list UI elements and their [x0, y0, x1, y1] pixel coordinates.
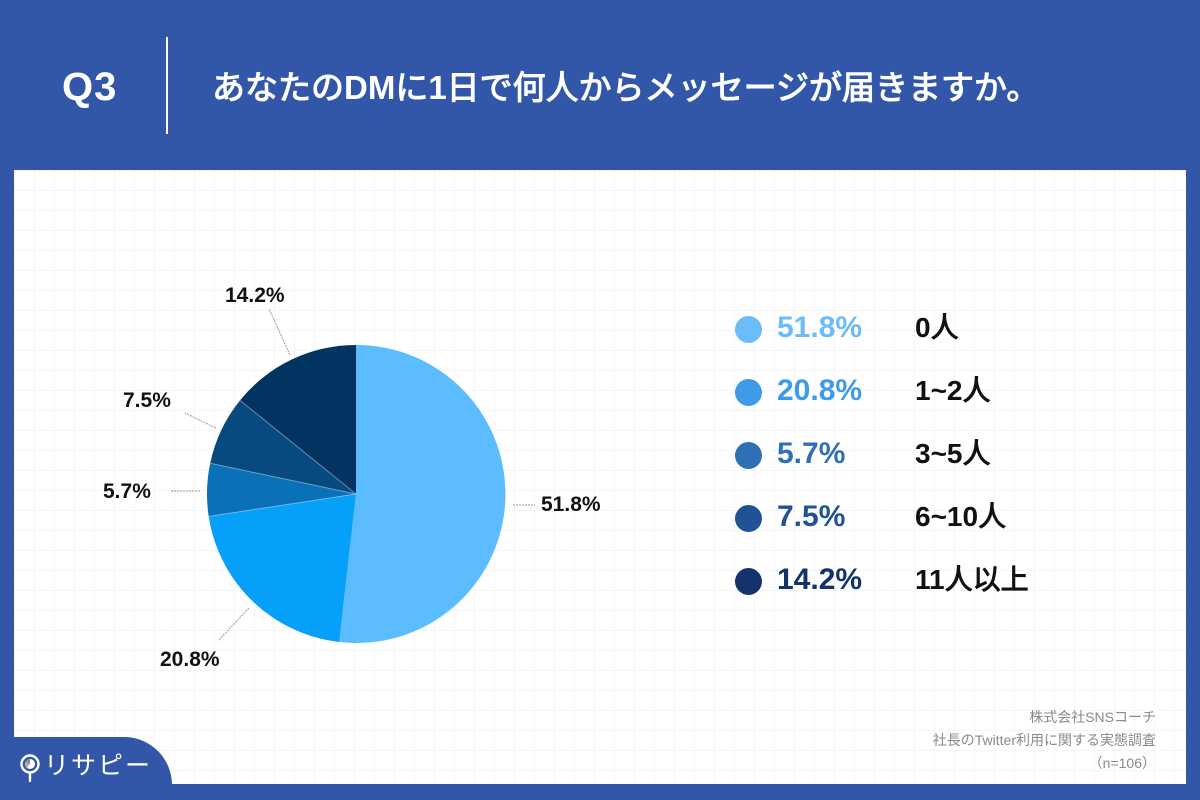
pie-label-6-10-people: 7.5% [123, 389, 171, 412]
slice-separators [208, 400, 357, 517]
legend-dot-icon [735, 379, 762, 406]
legend-item: 51.8% 0人 [735, 306, 1075, 369]
source-survey: 社長のTwitter利用に関する実態調査 [932, 732, 1156, 748]
legend-dot-icon [735, 442, 762, 469]
legend-item: 20.8% 1~2人 [735, 369, 1075, 432]
legend-category: 3~5人 [915, 438, 991, 469]
legend-percent: 20.8% [777, 374, 863, 407]
header: Q3 あなたのDMに1日で何人からメッセージが届きますか。 [0, 0, 1200, 170]
legend-percent: 7.5% [777, 500, 846, 533]
legend-item: 5.7% 3~5人 [735, 432, 1075, 495]
map-pin-pie-icon [20, 754, 40, 783]
legend: 51.8% 0人 20.8% 1~2人 5.7% 3~5人 7.5% 6~10人… [735, 306, 1075, 621]
brand-name: リサピー [44, 752, 153, 780]
source-note: 株式会社SNSコーチ 社長のTwitter利用に関する実態調査 （n=106） [933, 706, 1156, 775]
legend-percent: 14.2% [777, 563, 863, 596]
legend-percent: 51.8% [777, 311, 863, 344]
legend-item: 7.5% 6~10人 [735, 495, 1075, 558]
pie-slice-0-people [339, 344, 506, 643]
legend-category: 11人以上 [915, 564, 1029, 595]
pie-label-1-2-people: 20.8% [160, 648, 220, 671]
source-sample-size: （n=106） [1088, 755, 1156, 771]
pie-label-0-people: 51.8% [541, 493, 601, 516]
leader-lines [171, 308, 535, 642]
chart-panel: 51.8% 20.8% 5.7% 7.5% 14.2% 株式会社SNSコーチ 社… [14, 170, 1186, 784]
pie-label-11-plus-people: 14.2% [225, 284, 285, 307]
brand-logo: リサピー [0, 737, 172, 800]
pie-chart [171, 308, 535, 643]
source-company: 株式会社SNSコーチ [1029, 709, 1156, 725]
pie-slice-11-plus-people [240, 345, 356, 494]
legend-category: 6~10人 [915, 501, 1007, 532]
question-title: あなたのDMに1日で何人からメッセージが届きますか。 [212, 69, 1040, 106]
legend-category: 0人 [915, 312, 959, 343]
pie-slice-3-5-people [207, 463, 356, 517]
legend-dot-icon [735, 568, 762, 595]
pie-label-3-5-people: 5.7% [103, 480, 151, 503]
legend-category: 1~2人 [915, 375, 991, 406]
legend-dot-icon [735, 505, 762, 532]
pie-slice-1-2-people [208, 494, 356, 642]
legend-percent: 5.7% [777, 437, 846, 470]
legend-dot-icon [735, 316, 762, 343]
pie-slice-6-10-people [210, 400, 356, 494]
question-number: Q3 [62, 65, 118, 109]
header-divider [166, 37, 168, 134]
legend-item: 14.2% 11人以上 [735, 558, 1075, 621]
